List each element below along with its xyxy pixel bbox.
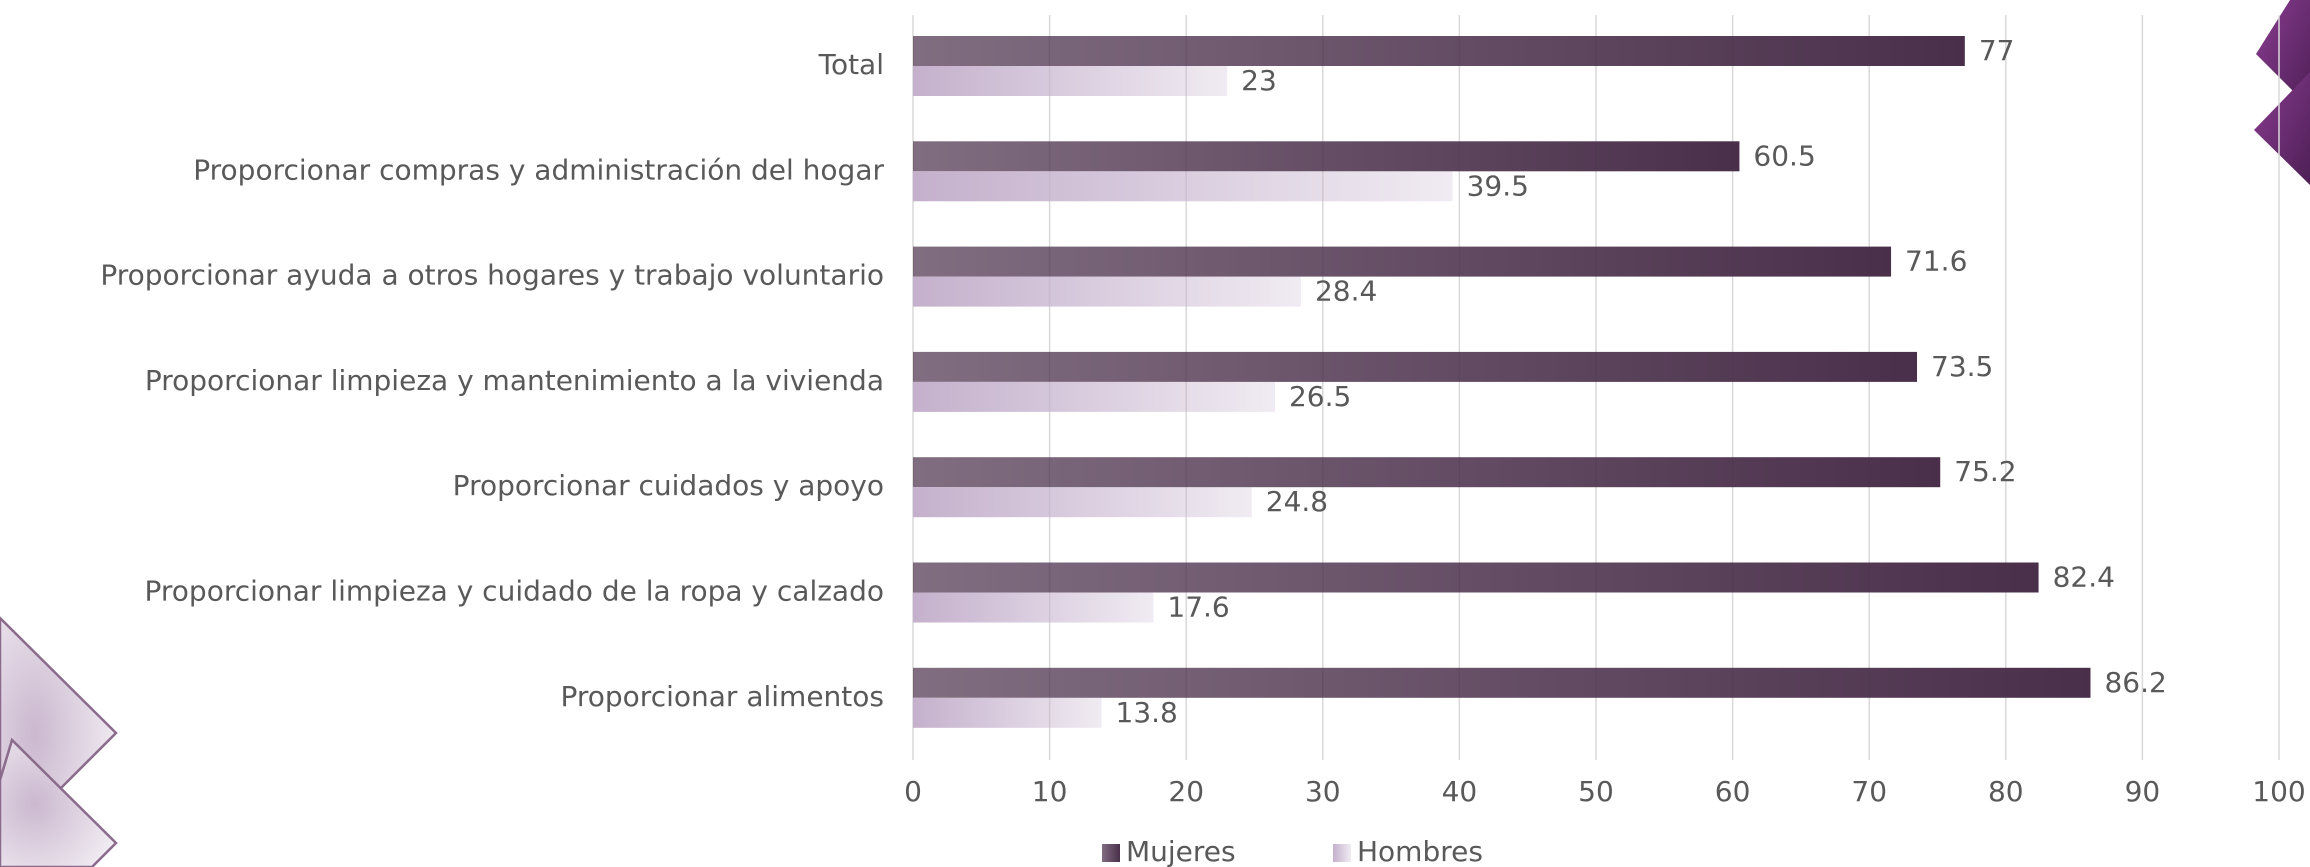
x-tick-label: 90 [2125,775,2161,808]
bar [913,487,1252,517]
data-label: 17.6 [1167,591,1229,624]
x-tick-label: 20 [1168,775,1204,808]
bar [913,668,2090,698]
data-label: 24.8 [1266,485,1328,518]
data-label: 82.4 [2053,561,2115,594]
bar [913,36,1965,66]
x-tick-label: 100 [2252,775,2305,808]
bar [913,457,1940,487]
data-label: 60.5 [1753,139,1815,172]
y-tick-label: Proporcionar cuidados y apoyo [453,469,884,502]
data-label: 23 [1241,64,1277,97]
data-label: 71.6 [1905,245,1967,278]
bar [913,593,1153,623]
y-tick-label: Proporcionar limpieza y mantenimiento a … [145,364,884,397]
bar [913,352,1917,382]
y-tick-label: Proporcionar limpieza y cuidado de la ro… [145,575,885,608]
decoration [0,0,2310,867]
x-tick-label: 60 [1715,775,1751,808]
x-tick-label: 10 [1032,775,1068,808]
bar [913,698,1102,728]
data-label: 13.8 [1116,696,1178,729]
x-tick-label: 0 [904,775,922,808]
data-label: 75.2 [1954,455,2016,488]
x-tick-label: 80 [1988,775,2024,808]
y-tick-label: Total [818,48,884,81]
data-label: 73.5 [1931,350,1993,383]
y-tick-label: Proporcionar alimentos [560,680,884,713]
bar [913,382,1275,412]
data-label: 39.5 [1467,169,1529,202]
y-tick-label: Proporcionar compras y administración de… [193,153,884,186]
bar [913,563,2039,593]
data-label: 26.5 [1289,380,1351,413]
data-label: 86.2 [2104,666,2166,699]
data-label: 77 [1979,34,2015,67]
legend-label: Hombres [1357,835,1483,867]
legend-label: Mujeres [1126,835,1236,867]
legend-swatch [1102,844,1120,862]
bar [913,247,1891,277]
x-tick-label: 30 [1305,775,1341,808]
x-tick-label: 40 [1442,775,1478,808]
x-tick-label: 70 [1851,775,1887,808]
x-tick-label: 50 [1578,775,1614,808]
data-label: 28.4 [1315,275,1377,308]
bar [913,141,1739,171]
bar [913,277,1301,307]
bar [913,66,1227,96]
legend-swatch [1333,844,1351,862]
y-tick-label: Proporcionar ayuda a otros hogares y tra… [100,259,884,292]
chart: 0 10 20 30 40 50 60 70 80 90 100 Total 77 23 Proporcio… [0,0,2310,867]
bar [913,171,1453,201]
